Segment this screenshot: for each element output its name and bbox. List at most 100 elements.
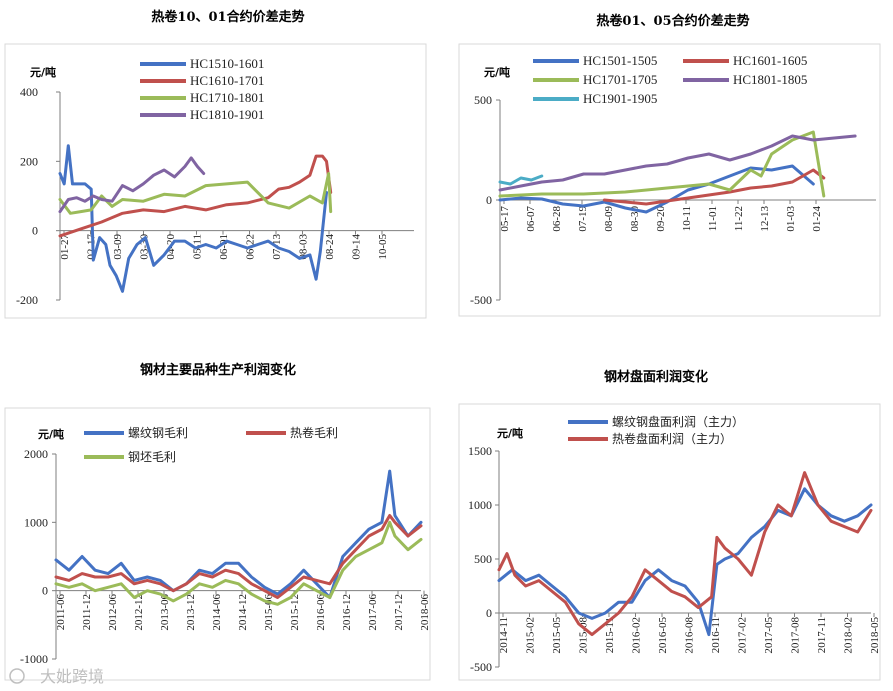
chart-2: 热卷01、05合约价差走势 元/吨 -500 0 500 05-17 06-07 06-2… <box>458 13 881 317</box>
chart-3-series-s2 <box>54 520 423 606</box>
legend-label-hc1810-1901: HC1810-1901 <box>190 107 264 122</box>
chart-1-xtick-label: 03-09 <box>112 234 124 260</box>
chart-2-series-hc1701-1705 <box>498 130 826 198</box>
chart-3-xtick-label: 2014-06 <box>211 594 223 631</box>
chart-3-title: 钢材主要品种生产利润变化 <box>140 362 296 378</box>
chart-1-ytick-label: 400 <box>20 85 38 99</box>
chart-4-series-s1 <box>497 471 873 637</box>
chart-1-ytick-label: -200 <box>16 293 38 307</box>
chart-3-plot: -1000 0 1000 2000 2011-06 2011-12 2012-06 2012-… <box>20 447 431 666</box>
chart-3-xtick-label: 2013-06 <box>159 594 171 631</box>
chart-1-xtick-label: 08-03 <box>298 234 310 260</box>
chart-3-ytick-label: 1000 <box>24 515 48 529</box>
chart-3-legend: 螺纹钢毛利 热卷毛利 钢坯毛利 <box>84 425 338 464</box>
chart-4-ytick-label: 0 <box>486 606 492 620</box>
chart-2-ytick-label: -500 <box>470 293 492 307</box>
chart-4-xtick-label: 2014-11 <box>498 617 510 653</box>
chart-3-xtick-label: 2015-12 <box>289 594 301 631</box>
chart-4-xtick-label: 2017-08 <box>790 617 802 654</box>
legend-label-rebar-futures-profit: 螺纹钢盘面利润（主力） <box>612 414 744 429</box>
chart-2-xtick-label: 11-01 <box>707 206 719 231</box>
legend-label-hc1601-1605: HC1601-1605 <box>733 53 807 68</box>
chart-3-xtick-label: 2012-12 <box>133 594 145 631</box>
chart-3-xtick-label: 2017-06 <box>367 594 379 631</box>
chart-2-frame <box>458 43 881 317</box>
chart-3-frame <box>4 407 431 681</box>
chart-2-xtick-label: 01-03 <box>785 206 797 232</box>
chart-3-xtick-label: 2013-12 <box>185 594 197 631</box>
chart-3-xtick-label: 2012-06 <box>107 594 119 631</box>
chart-2-legend: HC1501-1505 HC1601-1605 HC1701-1705 HC18… <box>533 53 807 106</box>
chart-4-xtick-label: 2015-02 <box>525 617 537 654</box>
chart-1-series-hc1510-1601 <box>58 144 328 293</box>
chart-4-ytick-label: 1500 <box>468 444 492 458</box>
watermark-text: 大妣跨境 <box>40 667 104 686</box>
chart-4-xtick-label: 2017-02 <box>737 617 749 654</box>
chart-4-frame <box>458 403 881 681</box>
legend-label-hrc-futures-profit: 热卷盘面利润（主力） <box>612 431 732 446</box>
chart-2-ytick-label: 0 <box>486 193 492 207</box>
chart-3-xtick-label: 2015-06 <box>263 594 275 631</box>
chart-4-xtick-label: 2015-11 <box>604 617 616 653</box>
chart-3-ytick-label: -1000 <box>20 652 48 666</box>
chart-1-ytick-label: 0 <box>32 224 38 238</box>
chart-4-ytick-label: -500 <box>470 660 492 674</box>
chart-3-xtick-label: 2016-12 <box>341 594 353 631</box>
chart-2-xtick-label: 05-17 <box>499 206 511 232</box>
chart-4-xtick-label: 2017-11 <box>816 617 828 653</box>
chart-2-xtick-label: 06-28 <box>551 206 563 232</box>
chart-1-xtick-label: 08-24 <box>324 234 336 260</box>
chart-1-ytick-label: 200 <box>20 154 38 168</box>
chart-1-series-hc1610-1701 <box>58 154 333 238</box>
chart-2-xtick-label: 06-07 <box>525 206 537 232</box>
chart-1-series-hc1710-1801 <box>58 172 333 215</box>
chart-4-series-s0 <box>497 487 873 637</box>
legend-label-hc1710-1801: HC1710-1801 <box>190 90 264 105</box>
chart-4-xtick-label: 2018-02 <box>843 617 855 654</box>
chart-3-xtick-label: 2017-12 <box>393 594 405 631</box>
chart-2-ytick-label: 500 <box>474 93 492 107</box>
chart-4-xtick-label: 2016-05 <box>657 617 669 654</box>
chart-2-series-hc1901-1905 <box>498 174 544 186</box>
legend-label-hc1610-1701: HC1610-1701 <box>190 73 264 88</box>
chart-3-unit: 元/吨 <box>38 427 64 441</box>
chart-3-series-s0 <box>54 469 423 599</box>
chart-4-ytick-label: 1000 <box>468 498 492 512</box>
chart-1-series-hc1810-1901 <box>58 156 206 214</box>
chart-1-xtick-label: 01-27 <box>59 234 71 260</box>
chart-3-series-s1 <box>54 514 423 599</box>
chart-2-xtick-label: 08-09 <box>603 206 615 232</box>
chart-4-xtick-label: 2015-05 <box>551 617 563 654</box>
chart-4-title: 钢材盘面利润变化 <box>604 369 708 385</box>
chart-3-xtick-label: 2011-12 <box>81 594 93 630</box>
legend-label-hc1510-1601: HC1510-1601 <box>190 56 264 71</box>
chart-3: 钢材主要品种生产利润变化 元/吨 -1000 0 1000 2000 2011-06 20… <box>4 362 431 681</box>
watermark: 大妣跨境 <box>9 667 104 686</box>
chart-3-xtick-label: 2018-06 <box>419 594 431 631</box>
chart-2-xtick-label: 07-19 <box>577 206 589 232</box>
chart-3-xtick-label: 2014-12 <box>237 594 249 631</box>
legend-label-hrc-margin: 热卷毛利 <box>290 425 338 440</box>
legend-label-hc1901-1905: HC1901-1905 <box>583 91 657 106</box>
chart-2-title: 热卷01、05合约价差走势 <box>596 13 749 29</box>
chart-2-series-hc1801-1805 <box>498 134 857 192</box>
chart-1-xtick-label: 09-14 <box>351 234 363 260</box>
chart-2-xtick-label: 09-20 <box>655 206 667 232</box>
chart-1-frame <box>4 43 427 319</box>
legend-label-hc1801-1805: HC1801-1805 <box>733 72 807 87</box>
chart-1-title: 热卷10、01合约价差走势 <box>151 9 304 25</box>
chart-2-xtick-label: 01-24 <box>811 206 823 232</box>
chart-2-xtick-label: 11-22 <box>733 206 745 231</box>
chart-4-xtick-label: 2016-11 <box>710 617 722 653</box>
chart-2-series-hc1601-1605 <box>602 168 826 206</box>
chart-4-xtick-label: 2016-08 <box>684 617 696 654</box>
chart-2-series-hc1501-1505 <box>498 164 815 214</box>
chart-2-xtick-label: 10-11 <box>681 206 693 231</box>
chart-4-xtick-label: 2017-05 <box>763 617 775 654</box>
chart-3-ytick-label: 0 <box>42 584 48 598</box>
chart-4: 钢材盘面利润变化 元/吨 -500 0 500 1000 1500 2014-11 2015… <box>458 369 881 681</box>
chart-4-xtick-label: 2018-05 <box>869 617 881 654</box>
chart-4-unit: 元/吨 <box>497 426 523 440</box>
